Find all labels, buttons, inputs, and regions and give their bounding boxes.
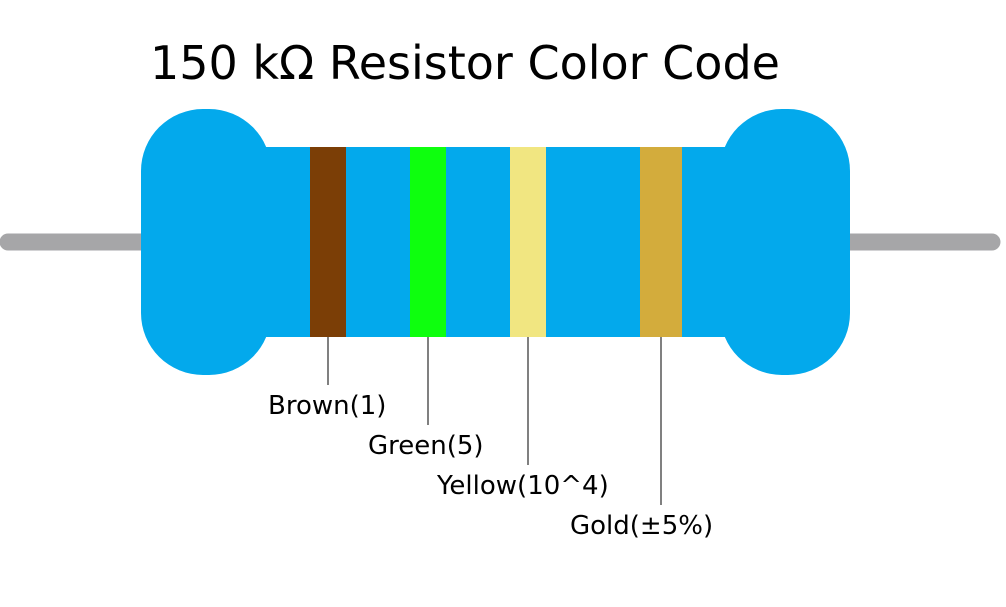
band-label-yellow: Yellow(10^4) — [436, 471, 609, 501]
color-band-gold — [640, 147, 682, 337]
band-labels: Brown(1) Green(5) Yellow(10^4) Gold(±5%) — [268, 391, 713, 541]
color-band-yellow — [510, 147, 546, 337]
band-label-brown: Brown(1) — [268, 391, 386, 421]
resistor-end-cap-right — [720, 109, 850, 375]
color-band-green — [410, 147, 446, 337]
leader-lines — [327, 337, 662, 505]
color-bands — [310, 147, 682, 337]
diagram-title: 150 kΩ Resistor Color Code — [150, 36, 780, 90]
color-band-brown — [310, 147, 346, 337]
band-label-green: Green(5) — [368, 431, 484, 461]
band-label-gold: Gold(±5%) — [570, 511, 713, 541]
resistor-end-cap-left — [141, 109, 271, 375]
resistor-body — [141, 109, 850, 375]
